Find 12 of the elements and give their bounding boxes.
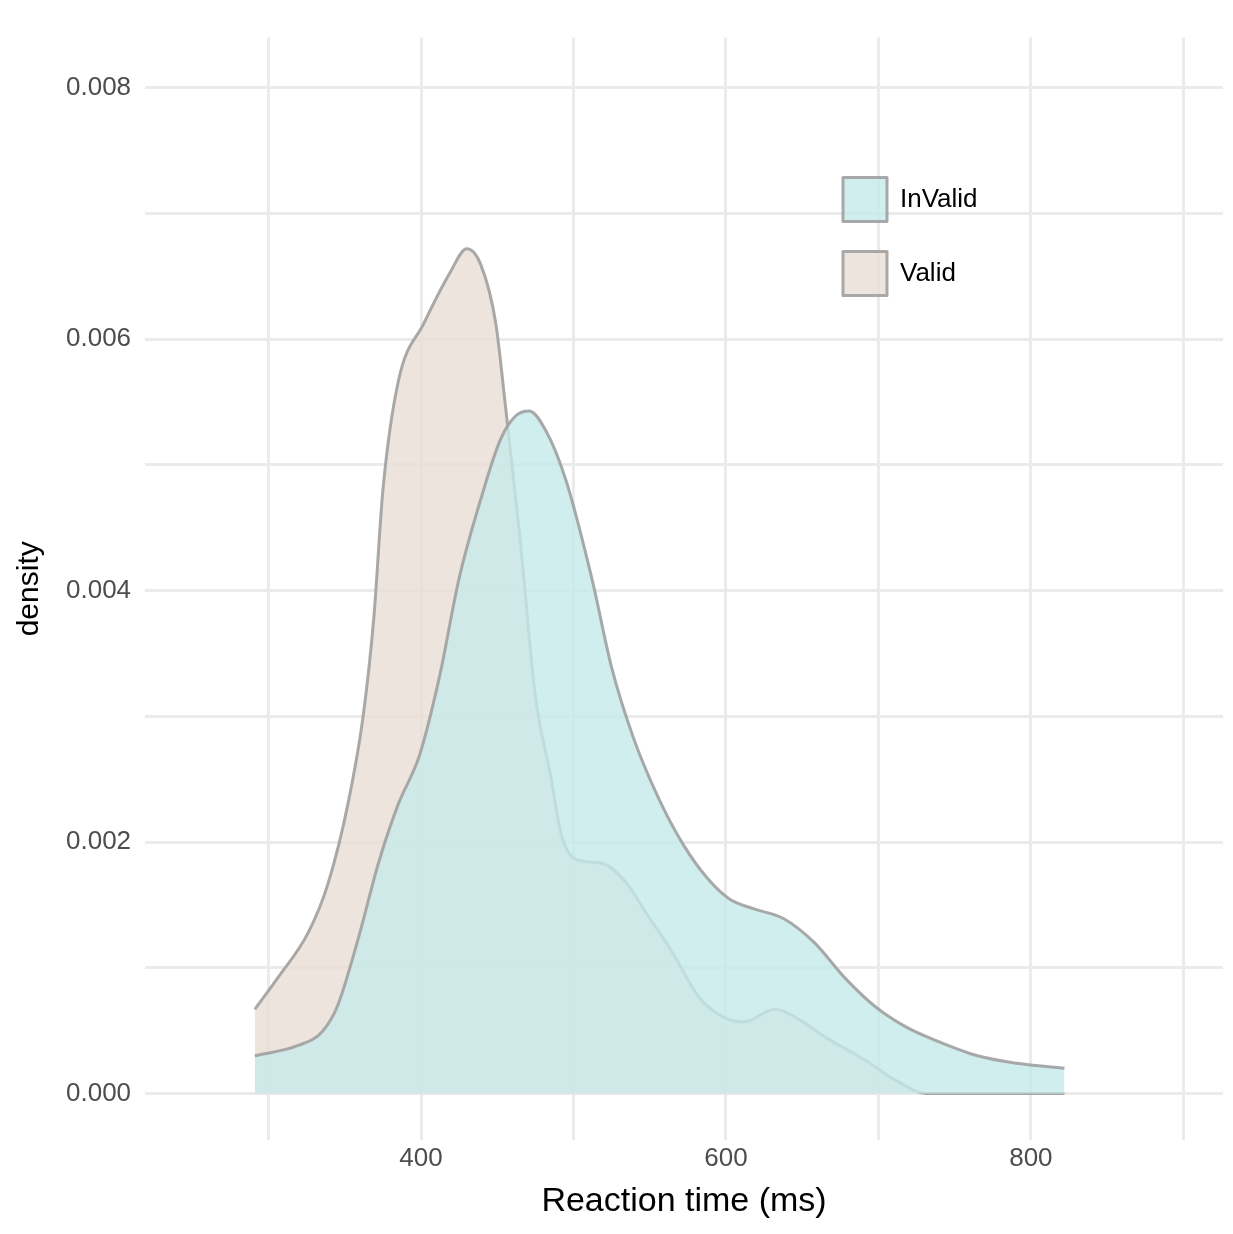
x-tick-label: 400 <box>399 1141 443 1172</box>
y-tick-label: 0.000 <box>65 1076 132 1107</box>
y-axis-title: density <box>11 541 45 637</box>
y-tick-label: 0.002 <box>65 825 132 856</box>
y-tick-label: 0.006 <box>65 322 132 353</box>
y-tick-label: 0.004 <box>65 573 132 604</box>
y-tick-label: 0.008 <box>65 71 132 102</box>
x-axis-title: Reaction time (ms) <box>541 1179 827 1218</box>
legend-label: InValid <box>900 182 978 213</box>
x-tick-label: 600 <box>704 1141 748 1172</box>
x-tick-label: 800 <box>1009 1141 1053 1172</box>
legend-label: Valid <box>900 256 956 287</box>
